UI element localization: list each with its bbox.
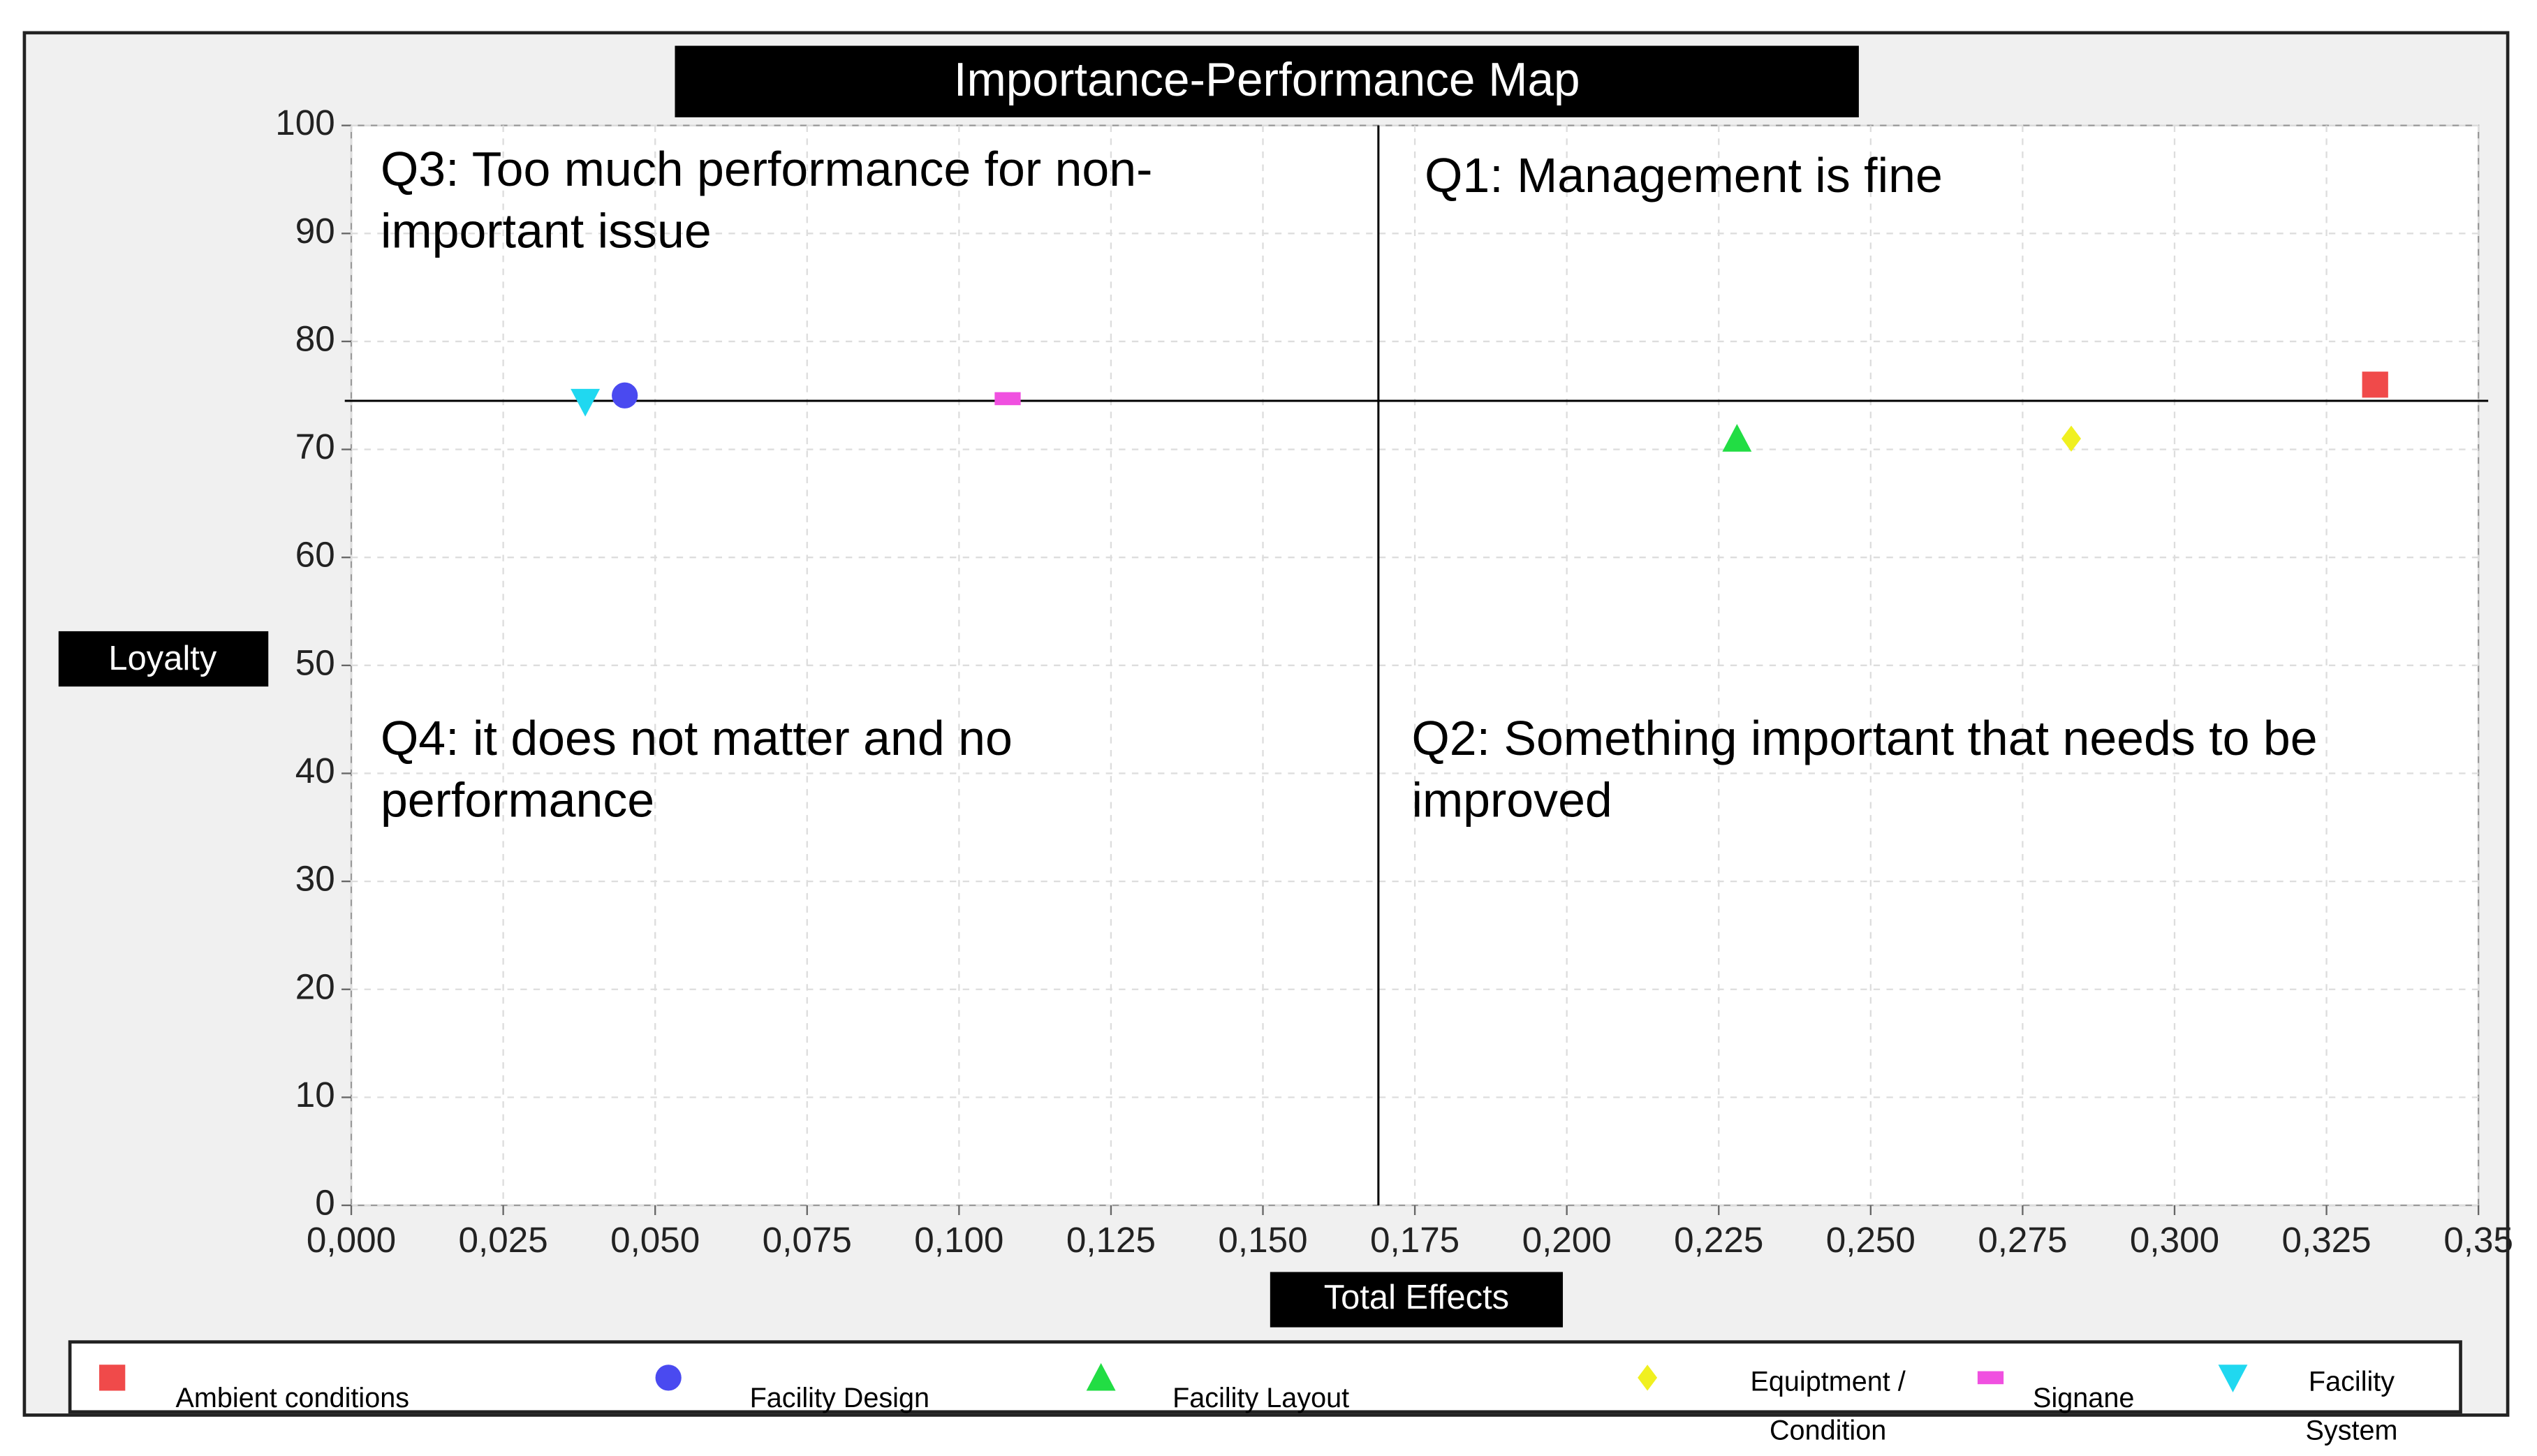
y-tick-label: 60 [295,535,335,575]
x-tick-label: 0,150 [1218,1220,1307,1260]
quadrant-label: Q2: Something important that needs to be… [1411,712,2318,828]
x-tick-label: 0,075 [763,1220,852,1260]
legend-marker [1638,1365,1658,1391]
legend-label-box: Ambient conditions [175,1382,410,1414]
legend-label-box: Facility Design [749,1382,930,1414]
x-tick-label: 0,325 [2281,1220,2371,1260]
quadrant-label-box: Q3: Too much performance for non-importa… [380,143,1153,259]
legend-label-box: Signane [2033,1382,2135,1414]
y-label-box [58,631,269,687]
point [1722,424,1752,452]
point [994,392,1021,406]
x-tick-label: 0,35 [2443,1220,2513,1260]
x-tick-label: 0,100 [914,1220,1003,1260]
legend-marker [99,1365,126,1391]
y-tick-label: 50 [295,642,335,682]
legend-label-box: Facility System [2305,1366,2398,1446]
y-axis-label: Loyalty [108,640,216,677]
legend-label-box: Equiptment / Condition [1750,1366,1906,1446]
x-label-box [1270,1272,1564,1328]
y-tick-label: 0 [315,1183,335,1223]
x-tick-label: 0,000 [307,1220,396,1260]
quadrant-label: Q3: Too much performance for non-importa… [380,143,1153,259]
legend-marker [2218,1365,2248,1392]
x-tick-label: 0,175 [1370,1220,1459,1260]
legend-label-box: Facility Layout [1172,1382,1350,1414]
y-tick-label: 20 [295,966,335,1006]
x-tick-label: 0,300 [2130,1220,2219,1260]
quadrant-label: Q1: Management is fine [1425,149,1943,204]
legend-marker [1086,1362,1116,1391]
y-tick-label: 90 [295,211,335,251]
x-tick-label: 0,125 [1066,1220,1156,1260]
x-axis-label: Total Effects [1324,1279,1509,1316]
legend-label: Ambient conditions [175,1382,410,1414]
point [2362,372,2388,398]
point [571,388,601,417]
title-box [675,45,1859,118]
x-tick-label: 0,025 [459,1220,548,1260]
legend-marker [655,1365,682,1391]
legend-label: Signane [2033,1382,2135,1414]
chart-title: Importance-Performance Map [954,54,1580,106]
y-tick-label: 10 [295,1075,335,1115]
quadrant-label-box: Q1: Management is fine [1425,149,1943,204]
quadrant-label-box: Q2: Something important that needs to be… [1411,712,2318,828]
x-tick-label: 0,225 [1674,1220,1763,1260]
x-tick-label: 0,250 [1826,1220,1915,1260]
legend-marker [1977,1371,2004,1385]
x-tick-label: 0,275 [1978,1220,2067,1260]
y-tick-label: 100 [275,103,334,142]
point [612,382,638,409]
quadrant-label-box: Q4: it does not matter and no performanc… [380,712,1013,828]
y-tick-label: 70 [295,427,335,466]
y-tick-label: 30 [295,859,335,899]
legend-label: Equiptment / Condition [1750,1366,1906,1446]
x-tick-label: 0,050 [610,1220,700,1260]
quadrant-label: Q4: it does not matter and no performanc… [380,712,1013,828]
y-tick-label: 80 [295,318,335,358]
legend-box [68,1340,2462,1414]
legend-label: Facility Design [749,1382,930,1414]
legend-label: Facility Layout [1172,1382,1350,1414]
legend-label: Facility System [2305,1366,2398,1446]
y-tick-label: 40 [295,751,335,790]
x-tick-label: 0,200 [1522,1220,1612,1260]
